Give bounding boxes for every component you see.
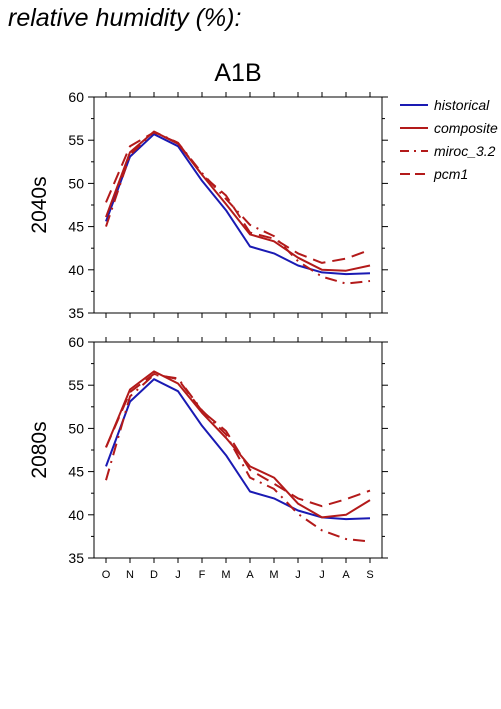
legend-label: composite — [434, 120, 498, 136]
panel-ylabel: 2040s — [28, 176, 51, 233]
series-line-pcm1 — [105, 373, 371, 508]
x-tick-label: S — [366, 569, 373, 581]
legend-label: historical — [434, 97, 490, 113]
x-tick-label: F — [199, 569, 206, 581]
x-tick-label: O — [102, 569, 111, 581]
y-tick-label: 35 — [68, 550, 84, 566]
y-tick-label: 45 — [68, 464, 84, 480]
x-tick-label: J — [319, 569, 325, 581]
panel-ylabel: 2080s — [28, 421, 51, 478]
y-tick-label: 55 — [68, 377, 84, 393]
legend-label: pcm1 — [433, 166, 468, 182]
y-tick-label: 55 — [68, 132, 84, 148]
x-tick-label: M — [269, 569, 278, 581]
y-tick-label: 35 — [68, 305, 84, 321]
y-tick-label: 40 — [68, 507, 84, 523]
x-tick-label: D — [150, 569, 158, 581]
y-tick-label: 60 — [68, 89, 84, 105]
series-line-composite — [105, 130, 371, 272]
x-tick-label: N — [126, 569, 134, 581]
x-tick-label: J — [295, 569, 301, 581]
legend-label: miroc_3.2 — [434, 143, 496, 159]
series-line-miroc-3-2 — [105, 130, 371, 285]
y-tick-label: 45 — [68, 219, 84, 235]
panel-title: A1B — [214, 59, 261, 87]
x-tick-label: M — [221, 569, 230, 581]
series-line-composite — [105, 370, 371, 519]
x-tick-label: A — [246, 569, 254, 581]
y-tick-label: 40 — [68, 262, 84, 278]
series-line-historical — [105, 133, 371, 276]
y-tick-label: 60 — [68, 334, 84, 350]
page-title: relative humidity (%): — [8, 4, 242, 32]
plot-frame-1 — [93, 96, 383, 314]
x-tick-label: J — [175, 569, 181, 581]
y-tick-label: 50 — [68, 175, 84, 191]
series-line-pcm1 — [105, 131, 371, 264]
y-tick-label: 50 — [68, 420, 84, 436]
x-tick-label: A — [342, 569, 350, 581]
series-line-miroc-3-2 — [105, 373, 371, 543]
